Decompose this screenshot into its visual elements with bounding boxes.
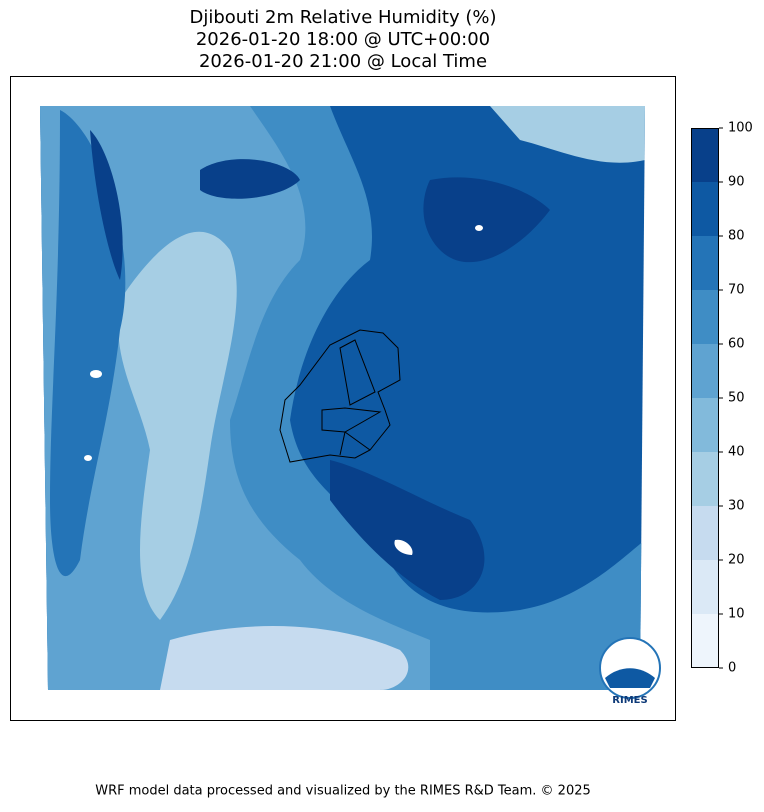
map: RIMES (10, 76, 676, 721)
map-gap (90, 370, 102, 378)
colorbar-band (691, 290, 719, 344)
colorbar-band (691, 236, 719, 290)
colorbar-tick-label: 80 (728, 229, 745, 244)
map-region (90, 130, 123, 280)
colorbar-tick-label: 40 (728, 445, 745, 460)
map-region (490, 106, 645, 163)
border (279, 329, 401, 463)
map-gap (84, 455, 92, 461)
colorbar-tick-label: 10 (728, 607, 745, 622)
footer: WRF model data processed and visualized … (95, 784, 591, 799)
colorbar-tick-label: 70 (728, 283, 745, 298)
colorbar-band (691, 452, 719, 506)
map-gap (394, 539, 413, 555)
map-region (200, 159, 300, 199)
colorbar-tick-label: 50 (728, 391, 745, 406)
colorbar-frame (691, 128, 719, 668)
map-region (117, 231, 237, 620)
logo-text: RIMES (612, 695, 647, 706)
title-line: Djibouti 2m Relative Humidity (%) (190, 7, 497, 28)
map-gap (475, 225, 483, 231)
colorbar-band (691, 560, 719, 614)
colorbar-tick-label: 100 (728, 121, 753, 136)
colorbar-band (691, 614, 719, 668)
colorbar-band (691, 506, 719, 560)
border (321, 407, 382, 433)
colorbar-band (691, 344, 719, 398)
colorbar-tick-label: 60 (728, 337, 745, 352)
map-region (330, 460, 485, 600)
border (339, 431, 371, 456)
logo: RIMES (599, 637, 661, 706)
colorbar-tick-label: 0 (728, 661, 736, 676)
colorbar-band (691, 128, 719, 182)
colorbar-band (691, 398, 719, 452)
colorbar: 0 10 20 30 40 50 60 70 80 90 100 (691, 121, 753, 676)
colorbar-tick-label: 30 (728, 499, 745, 514)
colorbar-tick-label: 20 (728, 553, 745, 568)
map-frame (10, 76, 676, 721)
logo-circle (599, 637, 661, 699)
colorbar-band (691, 182, 719, 236)
map-region (160, 626, 409, 690)
title-line: 2026-01-20 18:00 @ UTC+00:00 (196, 29, 490, 50)
map-region (423, 177, 550, 263)
logo-wave (605, 668, 655, 688)
colorbar-tick-label: 90 (728, 175, 745, 190)
title-line: 2026-01-20 21:00 @ Local Time (199, 51, 487, 72)
map-region (40, 106, 430, 690)
borders (279, 329, 401, 463)
border (339, 339, 376, 406)
